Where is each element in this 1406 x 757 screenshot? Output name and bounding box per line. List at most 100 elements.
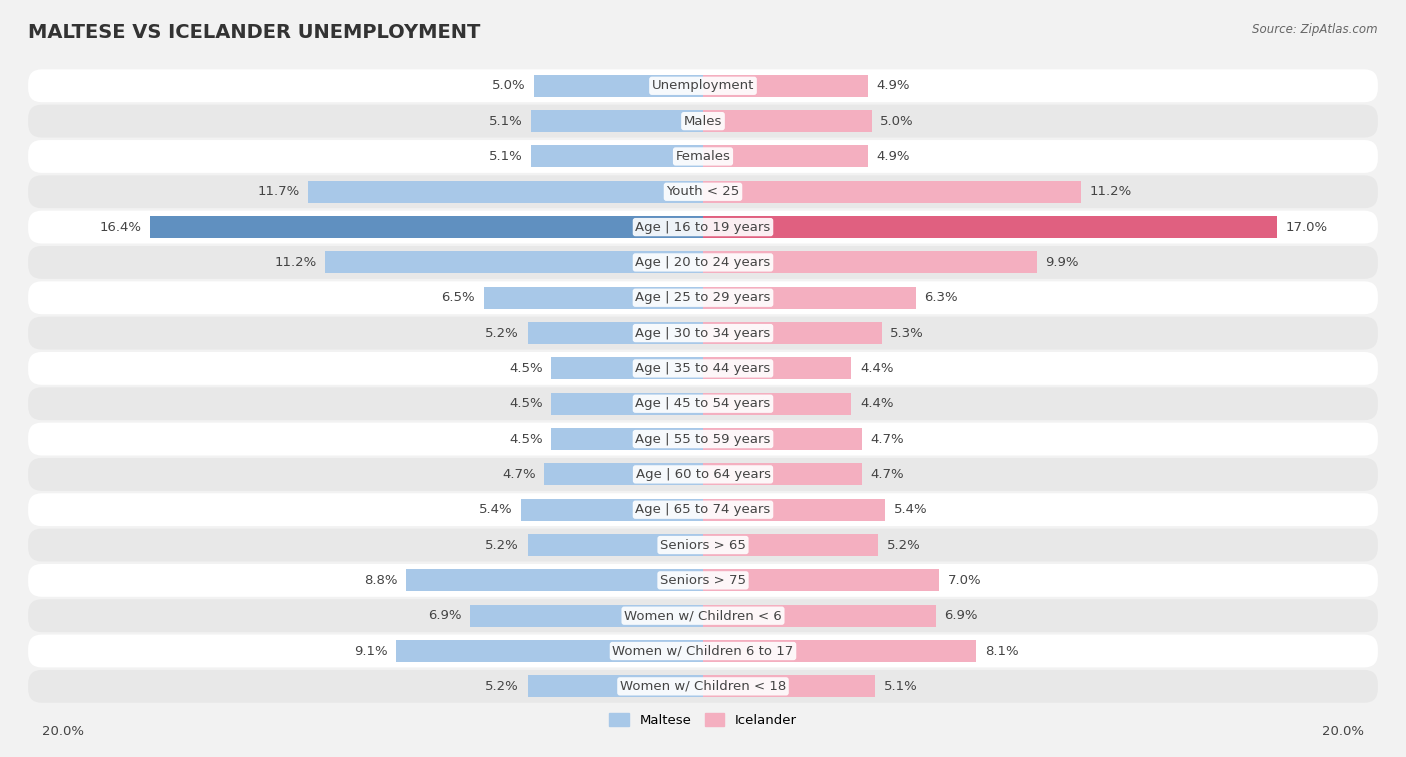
Bar	[551, 393, 703, 415]
Text: 20.0%: 20.0%	[1322, 725, 1364, 738]
Text: 4.7%: 4.7%	[870, 468, 904, 481]
Text: 4.9%: 4.9%	[877, 79, 910, 92]
FancyBboxPatch shape	[28, 564, 1378, 597]
Text: 4.7%: 4.7%	[502, 468, 536, 481]
Text: Women w/ Children 6 to 17: Women w/ Children 6 to 17	[613, 644, 793, 658]
Text: 5.2%: 5.2%	[887, 538, 921, 552]
FancyBboxPatch shape	[28, 140, 1378, 173]
FancyBboxPatch shape	[28, 210, 1378, 244]
FancyBboxPatch shape	[28, 316, 1378, 350]
Text: Males: Males	[683, 114, 723, 128]
FancyBboxPatch shape	[28, 246, 1378, 279]
Bar	[470, 605, 703, 627]
Text: Youth < 25: Youth < 25	[666, 185, 740, 198]
Text: Age | 25 to 29 years: Age | 25 to 29 years	[636, 291, 770, 304]
Bar	[325, 251, 703, 273]
Bar	[703, 675, 875, 697]
Text: 5.1%: 5.1%	[489, 150, 523, 163]
Text: 16.4%: 16.4%	[100, 220, 141, 234]
Bar	[484, 287, 703, 309]
Text: Seniors > 75: Seniors > 75	[659, 574, 747, 587]
Bar	[527, 675, 703, 697]
Bar	[527, 322, 703, 344]
Bar	[703, 534, 879, 556]
Text: 4.5%: 4.5%	[509, 362, 543, 375]
FancyBboxPatch shape	[28, 352, 1378, 385]
Text: 11.2%: 11.2%	[274, 256, 316, 269]
Text: 4.7%: 4.7%	[870, 432, 904, 446]
Text: Age | 55 to 59 years: Age | 55 to 59 years	[636, 432, 770, 446]
Text: 6.5%: 6.5%	[441, 291, 475, 304]
FancyBboxPatch shape	[28, 458, 1378, 491]
Bar	[703, 145, 869, 167]
FancyBboxPatch shape	[28, 104, 1378, 138]
Bar	[520, 499, 703, 521]
Bar	[703, 251, 1038, 273]
FancyBboxPatch shape	[28, 282, 1378, 314]
Bar	[544, 463, 703, 485]
Text: Seniors > 65: Seniors > 65	[659, 538, 747, 552]
Bar	[406, 569, 703, 591]
Text: 7.0%: 7.0%	[948, 574, 981, 587]
Bar	[703, 605, 936, 627]
FancyBboxPatch shape	[28, 494, 1378, 526]
Bar	[703, 75, 869, 97]
Text: 5.0%: 5.0%	[880, 114, 914, 128]
Text: Unemployment: Unemployment	[652, 79, 754, 92]
Text: Age | 60 to 64 years: Age | 60 to 64 years	[636, 468, 770, 481]
Bar	[703, 217, 1277, 238]
Text: 4.4%: 4.4%	[860, 397, 893, 410]
FancyBboxPatch shape	[28, 600, 1378, 632]
Text: Age | 30 to 34 years: Age | 30 to 34 years	[636, 326, 770, 340]
Bar	[703, 287, 915, 309]
Text: MALTESE VS ICELANDER UNEMPLOYMENT: MALTESE VS ICELANDER UNEMPLOYMENT	[28, 23, 481, 42]
Bar	[703, 111, 872, 132]
Bar	[551, 428, 703, 450]
FancyBboxPatch shape	[28, 634, 1378, 668]
Text: 4.5%: 4.5%	[509, 397, 543, 410]
Text: 8.1%: 8.1%	[984, 644, 1018, 658]
Bar	[703, 357, 852, 379]
Text: 6.3%: 6.3%	[924, 291, 957, 304]
Bar	[531, 111, 703, 132]
Text: 5.1%: 5.1%	[489, 114, 523, 128]
Text: Age | 16 to 19 years: Age | 16 to 19 years	[636, 220, 770, 234]
Text: 20.0%: 20.0%	[42, 725, 84, 738]
Bar	[534, 75, 703, 97]
Text: 4.9%: 4.9%	[877, 150, 910, 163]
Bar	[703, 640, 976, 662]
Bar	[703, 181, 1081, 203]
Text: 9.1%: 9.1%	[354, 644, 388, 658]
Text: 5.2%: 5.2%	[485, 538, 519, 552]
FancyBboxPatch shape	[28, 670, 1378, 702]
Bar	[703, 393, 852, 415]
Bar	[308, 181, 703, 203]
FancyBboxPatch shape	[28, 422, 1378, 456]
Bar	[149, 217, 703, 238]
Bar	[703, 428, 862, 450]
Bar	[703, 569, 939, 591]
Text: Age | 35 to 44 years: Age | 35 to 44 years	[636, 362, 770, 375]
Text: Women w/ Children < 6: Women w/ Children < 6	[624, 609, 782, 622]
Text: 6.9%: 6.9%	[429, 609, 461, 622]
Text: 4.5%: 4.5%	[509, 432, 543, 446]
Text: 4.4%: 4.4%	[860, 362, 893, 375]
Text: 11.2%: 11.2%	[1090, 185, 1132, 198]
Bar	[703, 322, 882, 344]
FancyBboxPatch shape	[28, 176, 1378, 208]
FancyBboxPatch shape	[28, 70, 1378, 102]
Bar	[531, 145, 703, 167]
Text: Source: ZipAtlas.com: Source: ZipAtlas.com	[1253, 23, 1378, 36]
Text: Females: Females	[675, 150, 731, 163]
Text: 5.2%: 5.2%	[485, 680, 519, 693]
Text: 17.0%: 17.0%	[1285, 220, 1327, 234]
Text: 5.3%: 5.3%	[890, 326, 924, 340]
Bar	[703, 463, 862, 485]
Text: 9.9%: 9.9%	[1046, 256, 1078, 269]
Text: 11.7%: 11.7%	[257, 185, 299, 198]
Text: Age | 20 to 24 years: Age | 20 to 24 years	[636, 256, 770, 269]
Text: 5.4%: 5.4%	[894, 503, 928, 516]
Text: Age | 45 to 54 years: Age | 45 to 54 years	[636, 397, 770, 410]
Text: Women w/ Children < 18: Women w/ Children < 18	[620, 680, 786, 693]
Text: 5.2%: 5.2%	[485, 326, 519, 340]
